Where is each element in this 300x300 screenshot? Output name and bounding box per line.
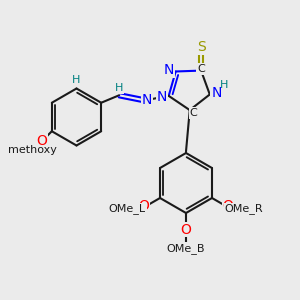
Text: N: N [211,86,222,100]
Text: O: O [36,134,47,148]
Text: H: H [72,75,81,85]
Text: H: H [115,83,123,93]
Text: OMe_B: OMe_B [167,243,205,254]
Text: O: O [223,199,233,212]
Text: OMe_R: OMe_R [225,203,263,214]
Text: O: O [139,199,149,212]
Text: N: N [164,63,174,77]
Text: C: C [190,108,197,118]
Text: S: S [197,40,206,54]
Text: H: H [220,80,228,91]
Text: OMe_L: OMe_L [109,203,146,214]
Text: N: N [142,93,152,107]
Text: O: O [181,223,191,236]
Text: N: N [157,90,167,104]
Text: methoxy: methoxy [8,145,57,155]
Text: C: C [197,64,205,74]
